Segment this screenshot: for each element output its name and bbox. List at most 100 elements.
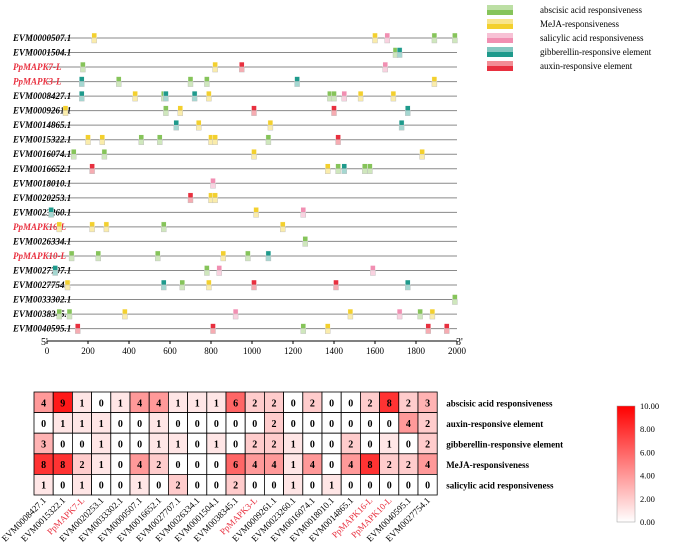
element-marker-meja-19-2 — [122, 308, 128, 315]
element-marker-lower-4-0 — [79, 95, 85, 102]
element-marker-lower-17-5 — [333, 284, 339, 291]
element-marker-aba-14-0 — [302, 236, 308, 242]
heatmap-cell-value-1-19: 4 — [406, 419, 411, 430]
element-marker-lower-9-0 — [89, 168, 95, 174]
heatmap-cell-value-4-6: 0 — [156, 481, 161, 492]
element-marker-meja-6-2 — [267, 119, 274, 126]
heatmap-cell-value-0-8: 1 — [195, 398, 200, 409]
element-marker-aba-19-6 — [417, 308, 423, 315]
heatmap-cell-value-4-2: 1 — [80, 481, 85, 492]
heatmap-cell-value-2-20: 2 — [425, 440, 430, 451]
element-marker-meja-11-2 — [212, 192, 218, 199]
legend-swatch-auxin — [487, 61, 513, 66]
element-marker-aba-3-3 — [204, 76, 210, 82]
position-axis: 5' 3' 0 200 400 600 800 1000 1200 1400 1600 1800 2… — [41, 337, 467, 356]
heatmap-cell-value-3-9: 0 — [214, 460, 219, 471]
element-marker-auxin-11-0 — [187, 192, 194, 199]
element-marker-aba-20-2 — [300, 323, 306, 329]
heatmap-cell-value-4-15: 1 — [329, 481, 334, 492]
element-marker-lower-20-4 — [425, 328, 431, 334]
heatmap-cell-value-3-0: 8 — [41, 460, 46, 471]
axis-tick-label-0: 0 — [45, 346, 50, 356]
element-marker-lower-9-5 — [367, 168, 373, 174]
heatmap-cell-value-0-0: 4 — [41, 398, 46, 409]
element-count-heatmap: 4 9 1 0 1 4 4 1 1 1 6 2 2 0 2 0 0 2 8 2 3 abscisic acid respo… — [0, 391, 563, 544]
heatmap-cell-value-2-13: 1 — [291, 440, 296, 451]
heatmap-cell-value-1-13: 0 — [291, 419, 296, 430]
element-marker-lower-20-0 — [75, 328, 81, 334]
axis-tick-label-1000: 1000 — [243, 346, 262, 356]
heatmap-cell-value-0-3: 0 — [99, 398, 104, 409]
element-marker-lower-6-1 — [195, 124, 202, 131]
element-marker-aba-19-1 — [66, 308, 73, 315]
gene-label-20: EVM0040595.1 — [12, 324, 71, 334]
heatmap-cell-4-20 — [417, 473, 438, 496]
heatmap-cell-value-2-4: 0 — [118, 440, 123, 451]
gene-label-0: EVM0000507.1 — [12, 33, 71, 43]
heatmap-cell-value-2-9: 1 — [214, 440, 219, 451]
element-marker-meja-13-1 — [89, 221, 95, 228]
element-marker-sa-4-8 — [341, 90, 347, 97]
heatmap-cell-value-1-7: 0 — [176, 419, 181, 430]
element-marker-meja-7-1 — [99, 134, 106, 140]
element-marker-aba-15-1 — [95, 250, 102, 257]
element-marker-lower-17-4 — [251, 284, 257, 291]
colorbar-tick-label-3: 6.00 — [640, 447, 655, 457]
element-marker-lower-9-4 — [362, 168, 368, 174]
element-marker-lower-0-1 — [372, 37, 378, 44]
element-marker-lower-19-7 — [429, 313, 436, 320]
element-marker-sa-19-5 — [396, 308, 403, 315]
heatmap-cell-value-0-9: 1 — [214, 398, 219, 409]
heatmap-cell-value-0-2: 1 — [80, 398, 85, 409]
element-marker-auxin-20-5 — [444, 323, 450, 329]
element-marker-lower-14-0 — [302, 241, 308, 247]
element-marker-lower-7-7 — [335, 139, 341, 145]
element-marker-lower-6-2 — [267, 124, 274, 131]
element-marker-meja-9-1 — [325, 163, 331, 169]
legend-swatch-ga — [487, 47, 513, 52]
element-marker-lower-0-4 — [452, 37, 458, 44]
element-marker-meja-5-2 — [177, 105, 184, 111]
element-marker-lower-13-1 — [89, 226, 95, 233]
legend-swatch-sa-lower — [487, 38, 513, 43]
element-marker-auxin-5-3 — [251, 105, 257, 111]
legend-swatch-ga-lower — [487, 52, 513, 57]
element-marker-meja-15-3 — [220, 250, 227, 257]
element-marker-meja-4-1 — [132, 90, 138, 97]
heatmap-cell-value-1-5: 0 — [137, 419, 142, 430]
element-marker-lower-16-1 — [204, 270, 210, 276]
element-marker-aba-15-4 — [245, 250, 251, 257]
heatmap-cell-value-2-15: 0 — [329, 440, 334, 451]
heatmap-cell-value-3-18: 2 — [387, 460, 392, 471]
element-marker-auxin-17-5 — [333, 279, 339, 286]
element-marker-aba-8-0 — [70, 149, 77, 155]
element-marker-auxin-5-4 — [331, 105, 337, 111]
element-marker-ga-15-5 — [265, 250, 272, 257]
gene-label-15: PpMAPK10-L — [13, 251, 67, 261]
colorbar-tick-label-0: 0.00 — [640, 517, 655, 527]
element-marker-lower-17-1 — [161, 284, 167, 291]
colorbar-tick-label-5: 10.00 — [640, 401, 659, 411]
element-marker-aba-15-0 — [68, 250, 75, 257]
heatmap-row-label-1: auxin-responsive element — [446, 419, 543, 429]
colorbar-tick-label-4: 8.00 — [640, 424, 655, 434]
element-marker-meja-17-3 — [206, 279, 212, 286]
heatmap-cell-value-0-1: 9 — [60, 398, 65, 409]
heatmap-cell-value-1-20: 2 — [425, 419, 430, 430]
element-marker-ga-6-0 — [173, 119, 179, 126]
element-marker-lower-4-1 — [132, 95, 138, 102]
heatmap-cell-value-2-11: 2 — [252, 440, 257, 451]
element-marker-aba-7-6 — [265, 134, 272, 140]
element-marker-meja-19-7 — [429, 308, 436, 315]
element-marker-lower-5-2 — [177, 110, 184, 116]
heatmap-cell-value-2-3: 1 — [99, 440, 104, 451]
element-marker-aba-0-4 — [452, 32, 458, 39]
heatmap-cell-value-1-3: 1 — [99, 419, 104, 430]
gene-label-17: EVM0027754.1 — [12, 280, 71, 290]
heatmap-cell-value-2-6: 1 — [156, 440, 161, 451]
element-marker-lower-3-0 — [79, 81, 85, 87]
element-marker-lower-8-1 — [101, 154, 108, 160]
heatmap-cell-value-4-13: 1 — [291, 481, 296, 492]
element-marker-auxin-20-1 — [210, 323, 216, 329]
element-marker-ga-5-5 — [405, 105, 411, 111]
